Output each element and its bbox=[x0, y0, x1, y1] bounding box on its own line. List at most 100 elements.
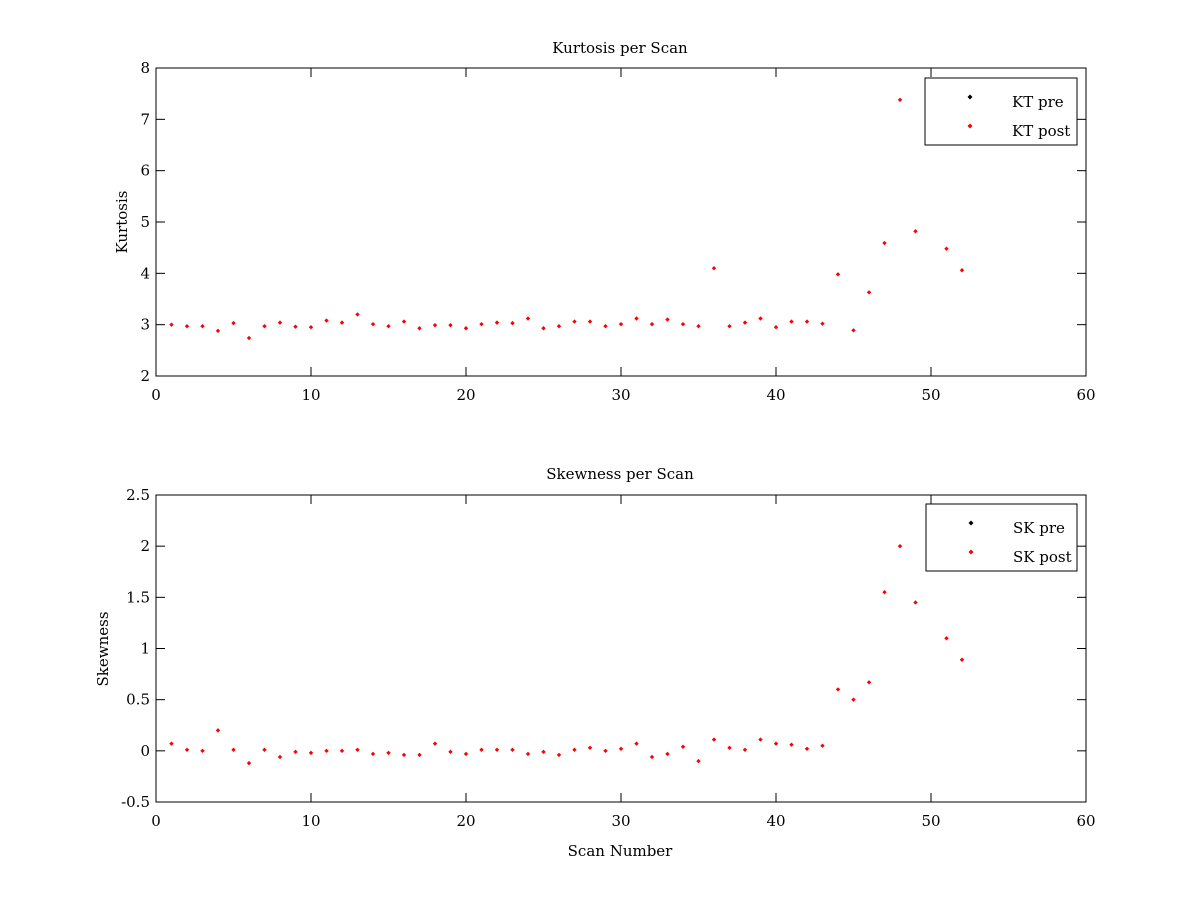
data-point bbox=[897, 543, 903, 549]
data-point bbox=[649, 754, 655, 760]
legend: SK pre SK post bbox=[925, 503, 1078, 572]
data-point bbox=[184, 324, 190, 329]
x-axis-label-skewness: Scan Number bbox=[568, 842, 674, 860]
data-point bbox=[432, 741, 438, 746]
data-point bbox=[572, 747, 577, 753]
data-point bbox=[835, 272, 841, 277]
legend-box bbox=[925, 503, 1078, 572]
data-point bbox=[324, 318, 329, 323]
data-point bbox=[727, 745, 732, 750]
data-point bbox=[401, 319, 407, 324]
y-tick-label: 1 bbox=[140, 640, 150, 658]
data-point bbox=[696, 324, 701, 329]
data-point bbox=[820, 321, 825, 326]
y-tick-label: 4 bbox=[140, 264, 150, 282]
legend-marker bbox=[968, 520, 974, 526]
legend-box bbox=[924, 77, 1078, 146]
data-point bbox=[680, 744, 686, 749]
data-point bbox=[758, 737, 763, 742]
data-point bbox=[215, 728, 221, 733]
x-tick-label: 10 bbox=[301, 812, 320, 830]
data-point bbox=[339, 748, 345, 754]
x-tick-label: 20 bbox=[456, 386, 475, 404]
x-tick-label: 20 bbox=[456, 812, 475, 830]
data-point bbox=[479, 747, 484, 753]
data-point bbox=[215, 328, 221, 334]
data-point bbox=[587, 319, 593, 324]
data-point bbox=[913, 229, 918, 234]
data-point bbox=[603, 748, 608, 754]
x-tick-label: 30 bbox=[611, 812, 630, 830]
data-point bbox=[370, 751, 376, 757]
data-point bbox=[370, 321, 376, 327]
x-tick-label: 50 bbox=[921, 386, 940, 404]
data-point bbox=[277, 754, 283, 760]
y-axis-label-skewness: Skewness bbox=[94, 611, 112, 686]
y-tick-label: 6 bbox=[140, 162, 150, 180]
data-point bbox=[866, 290, 872, 295]
legend-marker bbox=[968, 549, 974, 555]
data-point bbox=[417, 752, 422, 758]
x-tick-label: 10 bbox=[301, 386, 320, 404]
data-point bbox=[463, 751, 469, 757]
data-point bbox=[556, 324, 562, 329]
kurtosis-chart: Kurtosis per Scan Kurtosis 0 10 20 30 40 50 60… bbox=[113, 39, 1096, 404]
data-point bbox=[959, 657, 965, 662]
data-point bbox=[742, 747, 748, 753]
legend: KT pre KT post bbox=[924, 77, 1078, 146]
y-axis-label-kurtosis: Kurtosis bbox=[113, 191, 131, 254]
data-point bbox=[742, 320, 748, 325]
y-tick-label: 2 bbox=[140, 537, 150, 555]
data-point bbox=[231, 747, 236, 753]
data-point bbox=[169, 322, 174, 327]
data-point bbox=[944, 636, 949, 641]
data-point bbox=[556, 752, 562, 758]
chart-title-kurtosis: Kurtosis per Scan bbox=[552, 39, 688, 57]
data-point bbox=[262, 747, 267, 753]
data-point bbox=[494, 747, 500, 753]
data-point bbox=[851, 328, 856, 333]
x-tick-label: 40 bbox=[766, 386, 785, 404]
data-point bbox=[355, 312, 360, 317]
data-point bbox=[184, 747, 190, 753]
data-point bbox=[804, 746, 810, 751]
data-point bbox=[479, 321, 484, 327]
data-point bbox=[866, 680, 872, 685]
data-point bbox=[603, 324, 608, 329]
data-point bbox=[432, 322, 438, 328]
data-point bbox=[665, 317, 670, 322]
data-point bbox=[618, 746, 624, 751]
legend-marker bbox=[967, 123, 973, 129]
data-point bbox=[386, 324, 391, 329]
y-tick-label: 2.5 bbox=[126, 486, 150, 504]
data-point bbox=[680, 321, 686, 327]
data-point bbox=[587, 745, 593, 750]
data-point bbox=[758, 316, 763, 321]
data-point bbox=[448, 322, 453, 328]
data-point bbox=[525, 751, 531, 757]
data-point bbox=[355, 747, 360, 753]
data-point bbox=[789, 742, 794, 747]
data-point bbox=[665, 751, 670, 757]
data-point bbox=[634, 741, 639, 746]
data-point bbox=[231, 320, 236, 326]
y-tick-label: 3 bbox=[140, 316, 150, 334]
x-tick-label: 60 bbox=[1076, 386, 1095, 404]
data-point bbox=[882, 240, 887, 246]
data-point bbox=[897, 97, 903, 103]
legend-label: SK post bbox=[1013, 548, 1072, 566]
data-point bbox=[773, 325, 779, 330]
data-point bbox=[401, 752, 407, 758]
data-point bbox=[711, 266, 717, 271]
legend-label: KT post bbox=[1012, 122, 1070, 140]
data-point bbox=[386, 750, 391, 756]
data-point bbox=[510, 320, 515, 326]
x-tick-label: 0 bbox=[151, 386, 161, 404]
data-point bbox=[959, 268, 965, 273]
data-point bbox=[944, 246, 949, 251]
data-point bbox=[804, 319, 810, 324]
data-point bbox=[835, 687, 841, 692]
data-point bbox=[324, 748, 329, 754]
data-point bbox=[463, 326, 469, 331]
data-point bbox=[510, 747, 515, 753]
